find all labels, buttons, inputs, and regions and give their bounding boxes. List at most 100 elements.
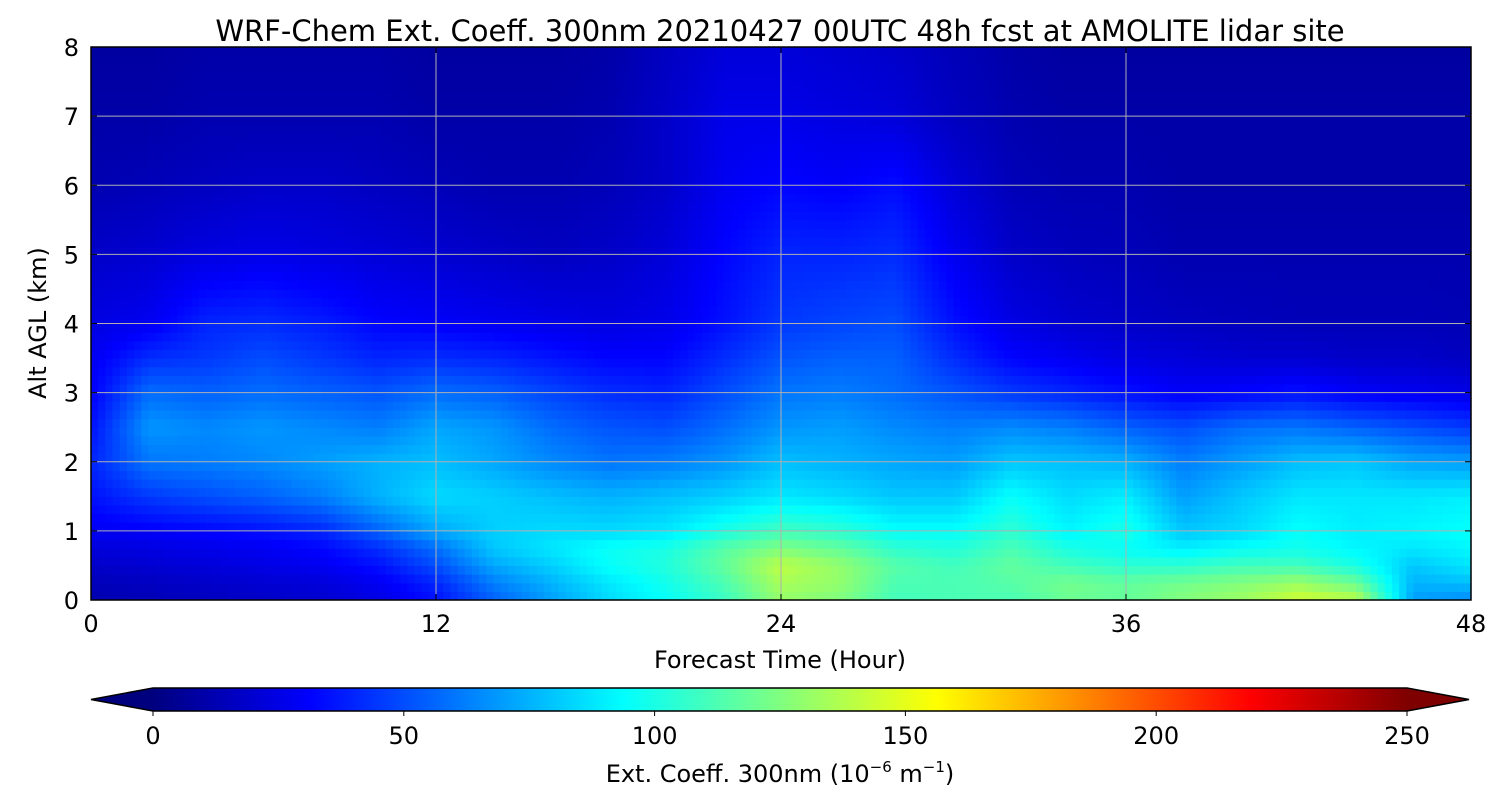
heatmap-cell bbox=[1032, 548, 1041, 558]
heatmap-cell bbox=[148, 461, 157, 471]
heatmap-cell bbox=[119, 539, 128, 549]
heatmap-cell bbox=[328, 556, 336, 567]
heatmap-cell bbox=[1075, 375, 1084, 385]
heatmap-cell bbox=[184, 530, 193, 541]
heatmap-cell bbox=[1205, 401, 1213, 411]
heatmap-cell bbox=[1197, 487, 1206, 497]
heatmap-cell bbox=[500, 548, 509, 558]
heatmap-cell bbox=[716, 574, 725, 584]
heatmap-cell bbox=[896, 461, 904, 471]
heatmap-cell bbox=[1320, 435, 1328, 446]
heatmap-cell bbox=[773, 565, 782, 575]
heatmap-cell bbox=[500, 539, 509, 549]
heatmap-cell bbox=[795, 383, 804, 394]
heatmap-cell bbox=[939, 401, 947, 411]
heatmap-cell bbox=[1111, 548, 1120, 558]
heatmap-cell bbox=[450, 539, 459, 549]
heatmap-cell bbox=[1442, 530, 1451, 541]
heatmap-cell bbox=[91, 522, 99, 532]
heatmap-cell bbox=[1262, 418, 1271, 428]
heatmap-cell bbox=[1018, 487, 1026, 497]
heatmap-cell bbox=[1176, 548, 1185, 558]
heatmap-cell bbox=[206, 539, 214, 549]
heatmap-cell bbox=[407, 375, 416, 385]
heatmap-cell bbox=[428, 401, 437, 411]
heatmap-cell bbox=[1219, 418, 1228, 428]
heatmap-cell bbox=[723, 409, 732, 420]
heatmap-cell bbox=[134, 548, 142, 558]
heatmap-cell bbox=[579, 453, 588, 463]
heatmap-cell bbox=[356, 522, 365, 532]
heatmap-cell bbox=[759, 513, 768, 523]
heatmap-cell bbox=[1169, 591, 1177, 600]
heatmap-cell bbox=[917, 444, 926, 454]
heatmap-cell bbox=[1241, 444, 1249, 454]
heatmap-cell bbox=[558, 582, 566, 592]
heatmap-cell bbox=[155, 418, 164, 428]
heatmap-cell bbox=[349, 470, 358, 480]
heatmap-cell bbox=[1169, 383, 1177, 394]
heatmap-cell bbox=[1435, 401, 1443, 411]
heatmap-cell bbox=[615, 375, 624, 385]
heatmap-cell bbox=[852, 496, 861, 506]
heatmap-cell bbox=[507, 591, 516, 600]
heatmap-cell bbox=[292, 565, 301, 575]
heatmap-cell bbox=[773, 444, 782, 454]
heatmap-cell bbox=[1075, 539, 1084, 549]
heatmap-cell bbox=[766, 409, 775, 420]
heatmap-cell bbox=[608, 479, 617, 489]
heatmap-cell bbox=[414, 401, 423, 411]
heatmap-cell bbox=[378, 539, 387, 549]
heatmap-cell bbox=[206, 479, 214, 489]
heatmap-cell bbox=[730, 574, 739, 584]
heatmap-cell bbox=[155, 461, 164, 471]
heatmap-cell bbox=[1197, 461, 1206, 471]
heatmap-cell bbox=[1305, 582, 1314, 592]
heatmap-cell bbox=[816, 427, 825, 437]
heatmap-cell bbox=[745, 496, 753, 506]
heatmap-cell bbox=[529, 522, 538, 532]
heatmap-cell bbox=[1032, 513, 1041, 523]
heatmap-cell bbox=[457, 444, 466, 454]
heatmap-cell bbox=[1097, 435, 1106, 446]
heatmap-cell bbox=[249, 530, 257, 541]
heatmap-cell bbox=[788, 582, 796, 592]
heatmap-cell bbox=[436, 487, 444, 497]
heatmap-cell bbox=[903, 496, 911, 506]
heatmap-cell bbox=[270, 435, 279, 446]
heatmap-cell bbox=[716, 461, 725, 471]
heatmap-cell bbox=[558, 409, 566, 420]
heatmap-cell bbox=[1126, 513, 1134, 523]
heatmap-cell bbox=[443, 496, 451, 506]
heatmap-cell bbox=[1334, 479, 1343, 489]
heatmap-cell bbox=[1442, 392, 1451, 402]
heatmap-cell bbox=[1082, 504, 1091, 515]
heatmap-cell bbox=[155, 453, 164, 463]
heatmap-cell bbox=[486, 470, 495, 480]
heatmap-cell bbox=[155, 435, 164, 446]
heatmap-cell bbox=[1377, 435, 1386, 446]
heatmap-cell bbox=[1133, 435, 1141, 446]
heatmap-cell bbox=[723, 392, 732, 402]
heatmap-cell bbox=[579, 496, 588, 506]
heatmap-cell bbox=[507, 427, 516, 437]
heatmap-cell bbox=[256, 461, 265, 471]
heatmap-cell bbox=[364, 435, 372, 446]
heatmap-cell bbox=[1413, 479, 1422, 489]
heatmap-cell bbox=[982, 539, 991, 549]
heatmap-cell bbox=[471, 487, 480, 497]
heatmap-cell bbox=[788, 444, 796, 454]
heatmap-cell bbox=[924, 453, 933, 463]
heatmap-cell bbox=[845, 556, 854, 567]
heatmap-cell bbox=[1075, 401, 1084, 411]
heatmap-cell bbox=[737, 513, 746, 523]
heatmap-cell bbox=[989, 504, 998, 515]
heatmap-cell bbox=[321, 504, 329, 515]
heatmap-cell bbox=[565, 401, 574, 411]
heatmap-cell bbox=[342, 548, 351, 558]
heatmap-cell bbox=[105, 591, 114, 600]
heatmap-cell bbox=[745, 522, 753, 532]
heatmap-cell bbox=[558, 401, 566, 411]
heatmap-cell bbox=[781, 591, 789, 600]
heatmap-cell bbox=[1384, 401, 1393, 411]
